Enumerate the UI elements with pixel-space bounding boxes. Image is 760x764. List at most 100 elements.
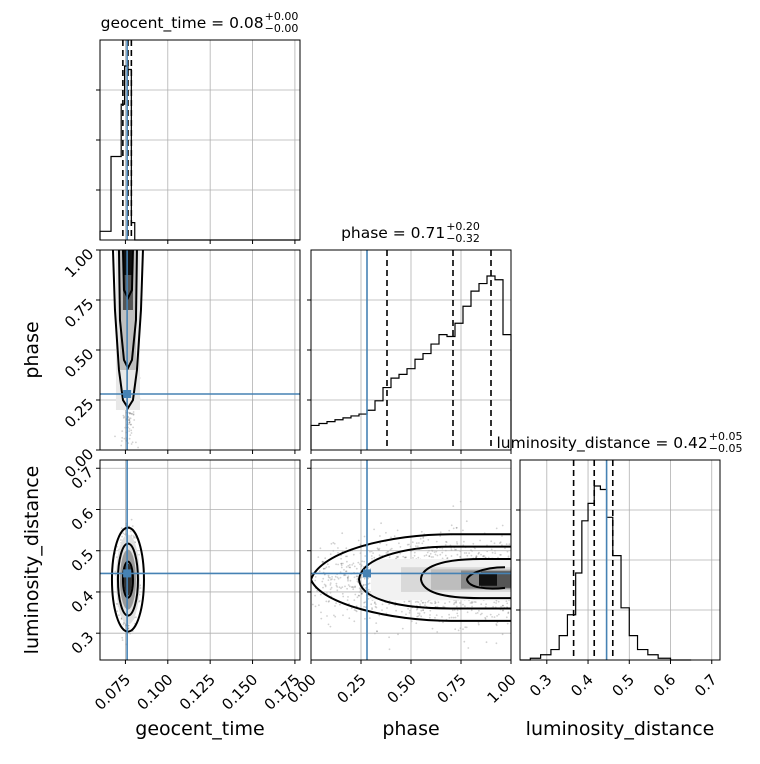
title-sub: −0.05 — [709, 442, 743, 455]
sample-point — [138, 600, 140, 603]
sample-point — [429, 602, 432, 604]
sample-point — [490, 548, 493, 551]
sample-point — [495, 642, 498, 645]
sample-point — [317, 556, 320, 558]
sample-point — [466, 554, 469, 557]
sample-point — [347, 584, 350, 586]
sample-point — [334, 615, 337, 618]
sample-point — [500, 554, 502, 556]
sample-point — [455, 526, 458, 529]
sample-point — [480, 603, 483, 606]
sample-point — [379, 535, 381, 537]
sample-point — [470, 554, 473, 557]
sample-point — [321, 561, 324, 563]
sample-point — [353, 609, 356, 611]
sample-point — [361, 560, 364, 563]
sample-point — [433, 551, 436, 553]
sample-point — [121, 430, 124, 432]
sample-point — [120, 527, 123, 530]
title-sup: +0.05 — [709, 430, 743, 443]
density-fill — [479, 573, 497, 586]
sample-point — [479, 613, 482, 616]
sample-point — [347, 575, 350, 578]
sample-point — [127, 411, 130, 414]
sample-point — [493, 601, 496, 604]
sample-point — [128, 428, 131, 430]
sample-point — [336, 589, 339, 592]
sample-point — [434, 600, 436, 603]
sample-point — [417, 612, 419, 615]
title-sub: −0.00 — [265, 22, 299, 35]
truth-marker — [363, 569, 371, 578]
x-tick-label: 0.5 — [609, 671, 639, 701]
sample-point — [373, 602, 376, 605]
sample-point — [470, 601, 473, 603]
sample-point — [505, 543, 508, 545]
contour-inner — [121, 250, 134, 301]
sample-point — [357, 539, 360, 542]
sample-point — [505, 616, 508, 619]
sample-point — [353, 599, 356, 601]
sample-point — [337, 547, 339, 549]
sample-point — [436, 554, 439, 557]
sample-point — [439, 553, 442, 556]
sample-point — [354, 585, 356, 588]
sample-point — [484, 616, 487, 619]
sample-point — [139, 587, 142, 589]
sample-point — [446, 557, 448, 560]
panel-frame — [99, 459, 301, 661]
title-sup: +0.00 — [265, 10, 299, 23]
sample-point — [122, 417, 125, 419]
sample-point — [418, 612, 421, 615]
sample-point — [385, 612, 388, 615]
sample-point — [462, 603, 464, 606]
sample-point — [127, 419, 130, 421]
sample-point — [468, 552, 470, 554]
sample-point — [335, 602, 337, 605]
sample-point — [371, 608, 373, 611]
sample-point — [123, 416, 126, 418]
sample-point — [128, 419, 131, 421]
sample-point — [348, 566, 351, 569]
sample-point — [356, 578, 359, 581]
sample-point — [332, 541, 335, 544]
x-tick-label: 0.150 — [218, 671, 261, 714]
sample-point — [374, 603, 377, 606]
sample-point — [370, 603, 373, 606]
sample-point — [471, 605, 473, 608]
sample-point — [373, 528, 375, 531]
sample-point — [316, 589, 319, 592]
sample-point — [328, 566, 330, 568]
sample-point — [408, 612, 411, 614]
sample-point — [477, 622, 480, 624]
sample-point — [436, 605, 439, 608]
title-text: luminosity_distance = 0.42 — [497, 434, 708, 453]
sample-point — [362, 584, 365, 587]
sample-point — [445, 541, 448, 543]
sample-point — [430, 556, 433, 558]
sample-point — [346, 560, 348, 563]
sample-point — [409, 609, 411, 612]
sample-point — [353, 565, 356, 568]
sample-point — [333, 542, 336, 545]
sample-point — [339, 603, 341, 606]
sample-point — [495, 624, 498, 627]
sample-point — [452, 505, 455, 507]
sample-point — [121, 535, 123, 538]
density-luminosity_distance-vs-geocent_time — [110, 526, 145, 633]
sample-point — [128, 421, 131, 424]
sample-point — [132, 535, 135, 538]
sample-point — [463, 640, 466, 643]
sample-point — [385, 552, 388, 554]
sample-point — [485, 603, 487, 606]
sample-point — [396, 529, 399, 532]
sample-point — [431, 627, 434, 630]
sample-point — [435, 540, 438, 543]
sample-point — [321, 560, 324, 563]
sample-point — [497, 613, 500, 616]
sample-point — [397, 555, 399, 558]
sample-point — [495, 602, 497, 604]
sample-point — [326, 563, 329, 566]
sample-point — [346, 576, 349, 579]
sample-point — [121, 636, 124, 639]
